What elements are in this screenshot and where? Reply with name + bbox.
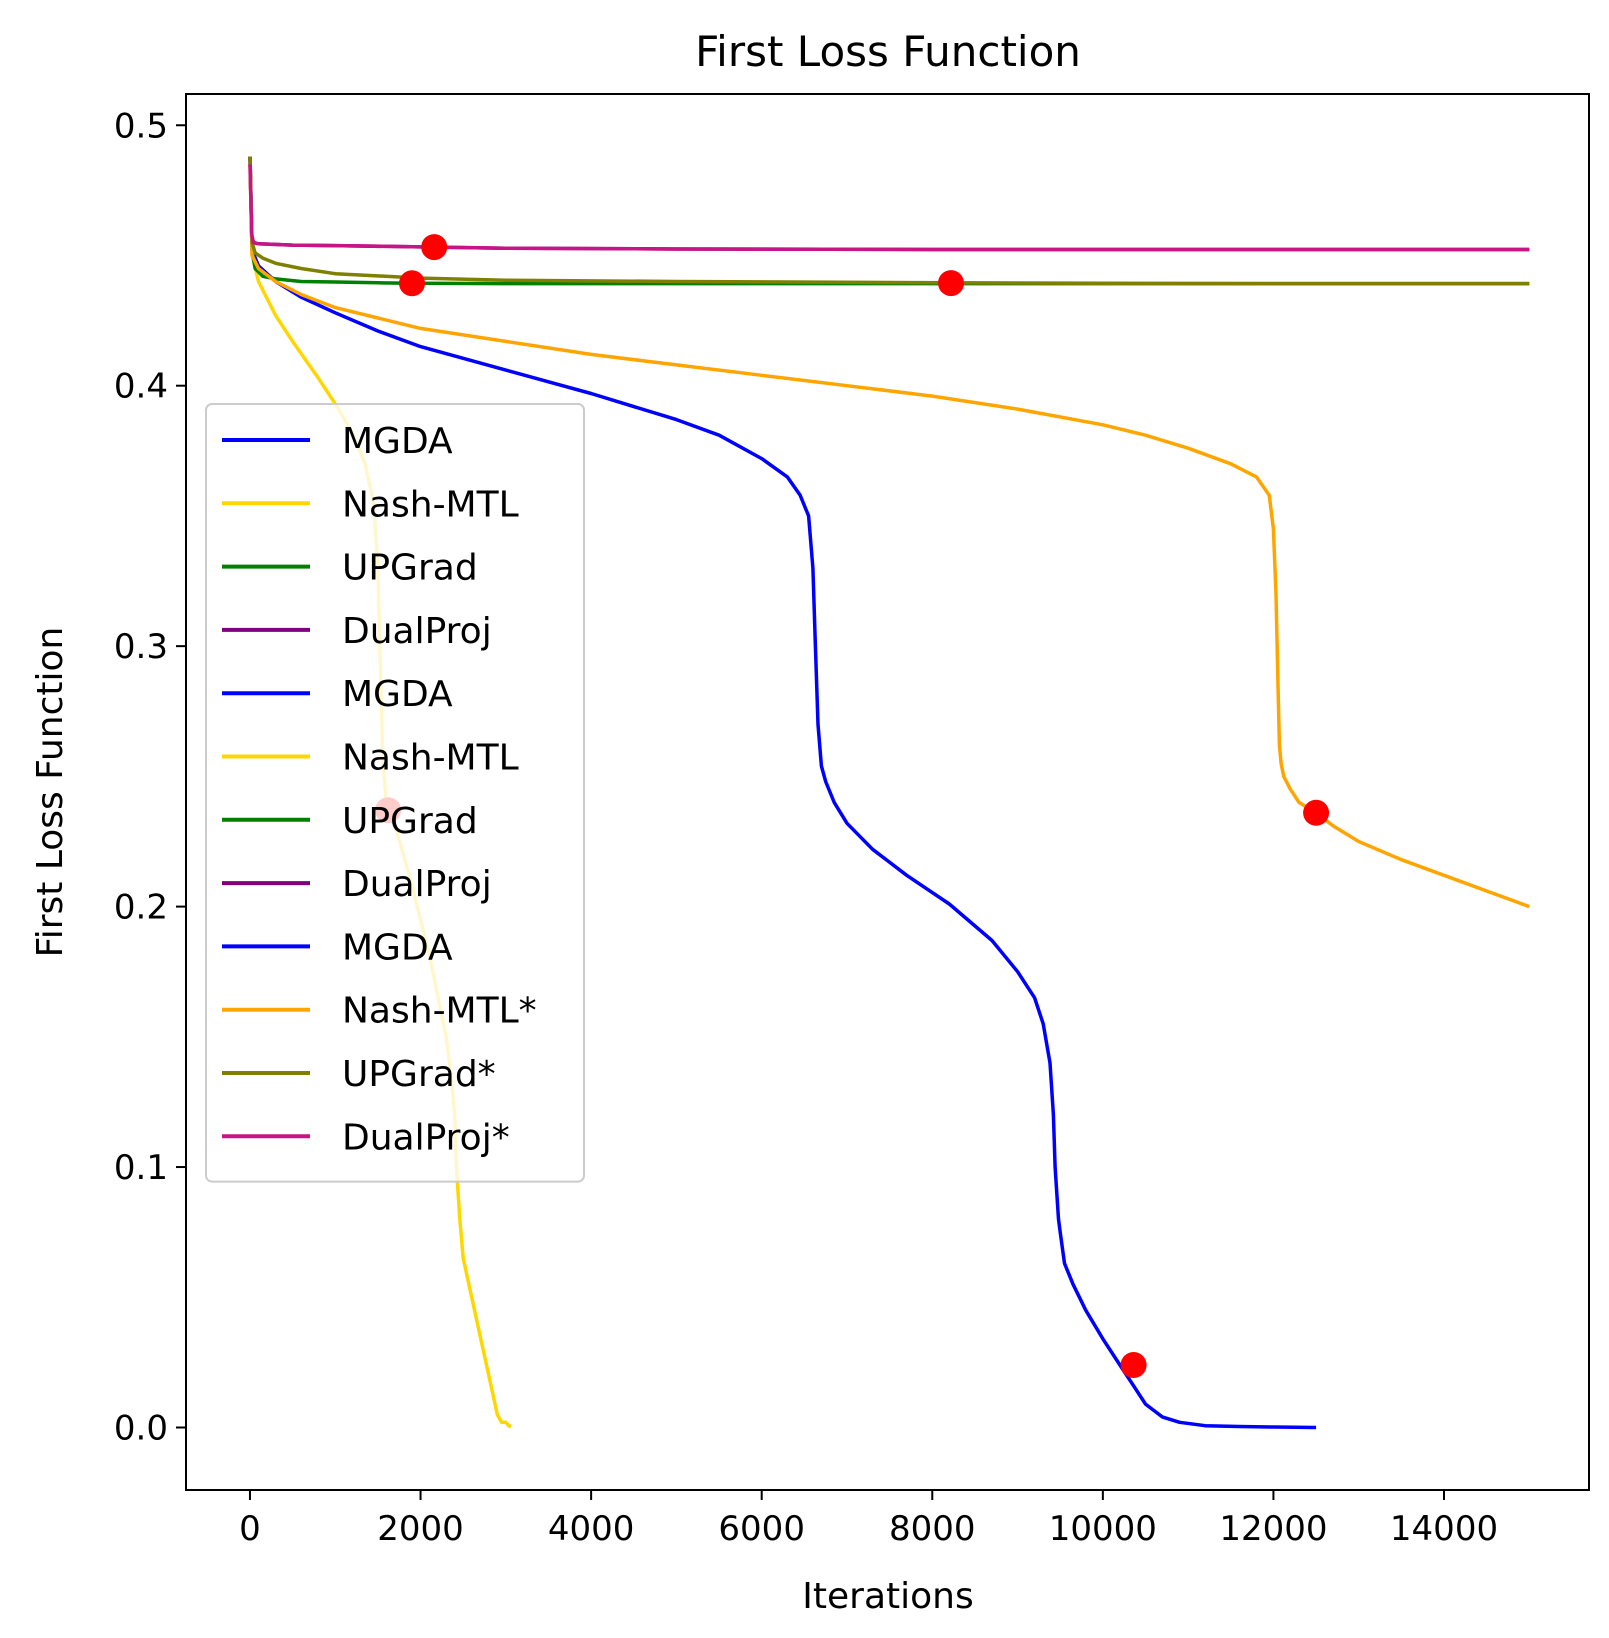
x-tick-label: 2000 bbox=[377, 1509, 464, 1549]
x-axis: 0 2000 4000 6000 8000 10000 12000 14000 bbox=[239, 1490, 1498, 1549]
legend-label-nash-mtl: Nash-MTL bbox=[342, 738, 519, 779]
legend-label-mgda: MGDA bbox=[342, 927, 453, 968]
marker-point-upgrad-star bbox=[938, 270, 964, 297]
marker-point-mgda bbox=[1120, 1352, 1147, 1378]
y-tick-label: 0.2 bbox=[114, 888, 168, 928]
marker-point-dualproj-star bbox=[421, 234, 448, 261]
series-line-mgda bbox=[248, 156, 1317, 1430]
y-tick-label: 0.4 bbox=[114, 367, 168, 407]
y-tick-label: 0.5 bbox=[114, 106, 168, 146]
legend-label-nash-mtl-star: Nash-MTL* bbox=[342, 991, 537, 1032]
legend-box bbox=[205, 403, 585, 1183]
legend: MGDA Nash-MTL UPGrad DualProj MGDA Nash-MTL UP… bbox=[205, 403, 585, 1183]
plot-frame bbox=[185, 93, 1590, 1491]
series-line-upgrad-star bbox=[248, 156, 1530, 286]
x-tick-label: 14000 bbox=[1390, 1509, 1498, 1549]
y-axis-label: First Loss Function bbox=[30, 627, 71, 958]
x-tick-label: 8000 bbox=[889, 1509, 976, 1549]
series-line-upgrad bbox=[248, 156, 1530, 286]
legend-label-dualproj: DualProj bbox=[342, 611, 492, 652]
marker-point-upgrad bbox=[399, 270, 425, 297]
legend-label-upgrad: UPGrad bbox=[342, 548, 478, 589]
chart-title: First Loss Function bbox=[695, 27, 1081, 76]
x-tick-label: 12000 bbox=[1219, 1509, 1327, 1549]
legend-label-mgda: MGDA bbox=[342, 421, 453, 462]
y-axis: 0.0 0.1 0.2 0.3 0.4 0.5 bbox=[114, 106, 186, 1448]
x-axis-label: Iterations bbox=[802, 1576, 973, 1617]
x-tick-label: 4000 bbox=[548, 1509, 635, 1549]
x-tick-label: 10000 bbox=[1049, 1509, 1157, 1549]
marker-point-nash-mtl-star bbox=[1303, 799, 1330, 826]
x-tick-label: 0 bbox=[239, 1509, 261, 1549]
y-tick-label: 0.1 bbox=[114, 1148, 168, 1188]
series-line-dualproj bbox=[248, 156, 1530, 252]
series-line-dualproj-star bbox=[248, 164, 1530, 252]
y-tick-label: 0.3 bbox=[114, 627, 168, 667]
legend-label-upgrad: UPGrad bbox=[342, 801, 478, 842]
legend-label-dualproj-star: DualProj* bbox=[342, 1117, 510, 1158]
x-tick-label: 6000 bbox=[718, 1509, 805, 1549]
y-tick-label: 0.0 bbox=[114, 1408, 168, 1448]
legend-label-upgrad-star: UPGrad* bbox=[342, 1054, 496, 1095]
legend-label-mgda: MGDA bbox=[342, 674, 453, 715]
legend-label-dualproj: DualProj bbox=[342, 864, 492, 905]
series-layer bbox=[248, 156, 1530, 1430]
legend-label-nash-mtl: Nash-MTL bbox=[342, 484, 519, 525]
